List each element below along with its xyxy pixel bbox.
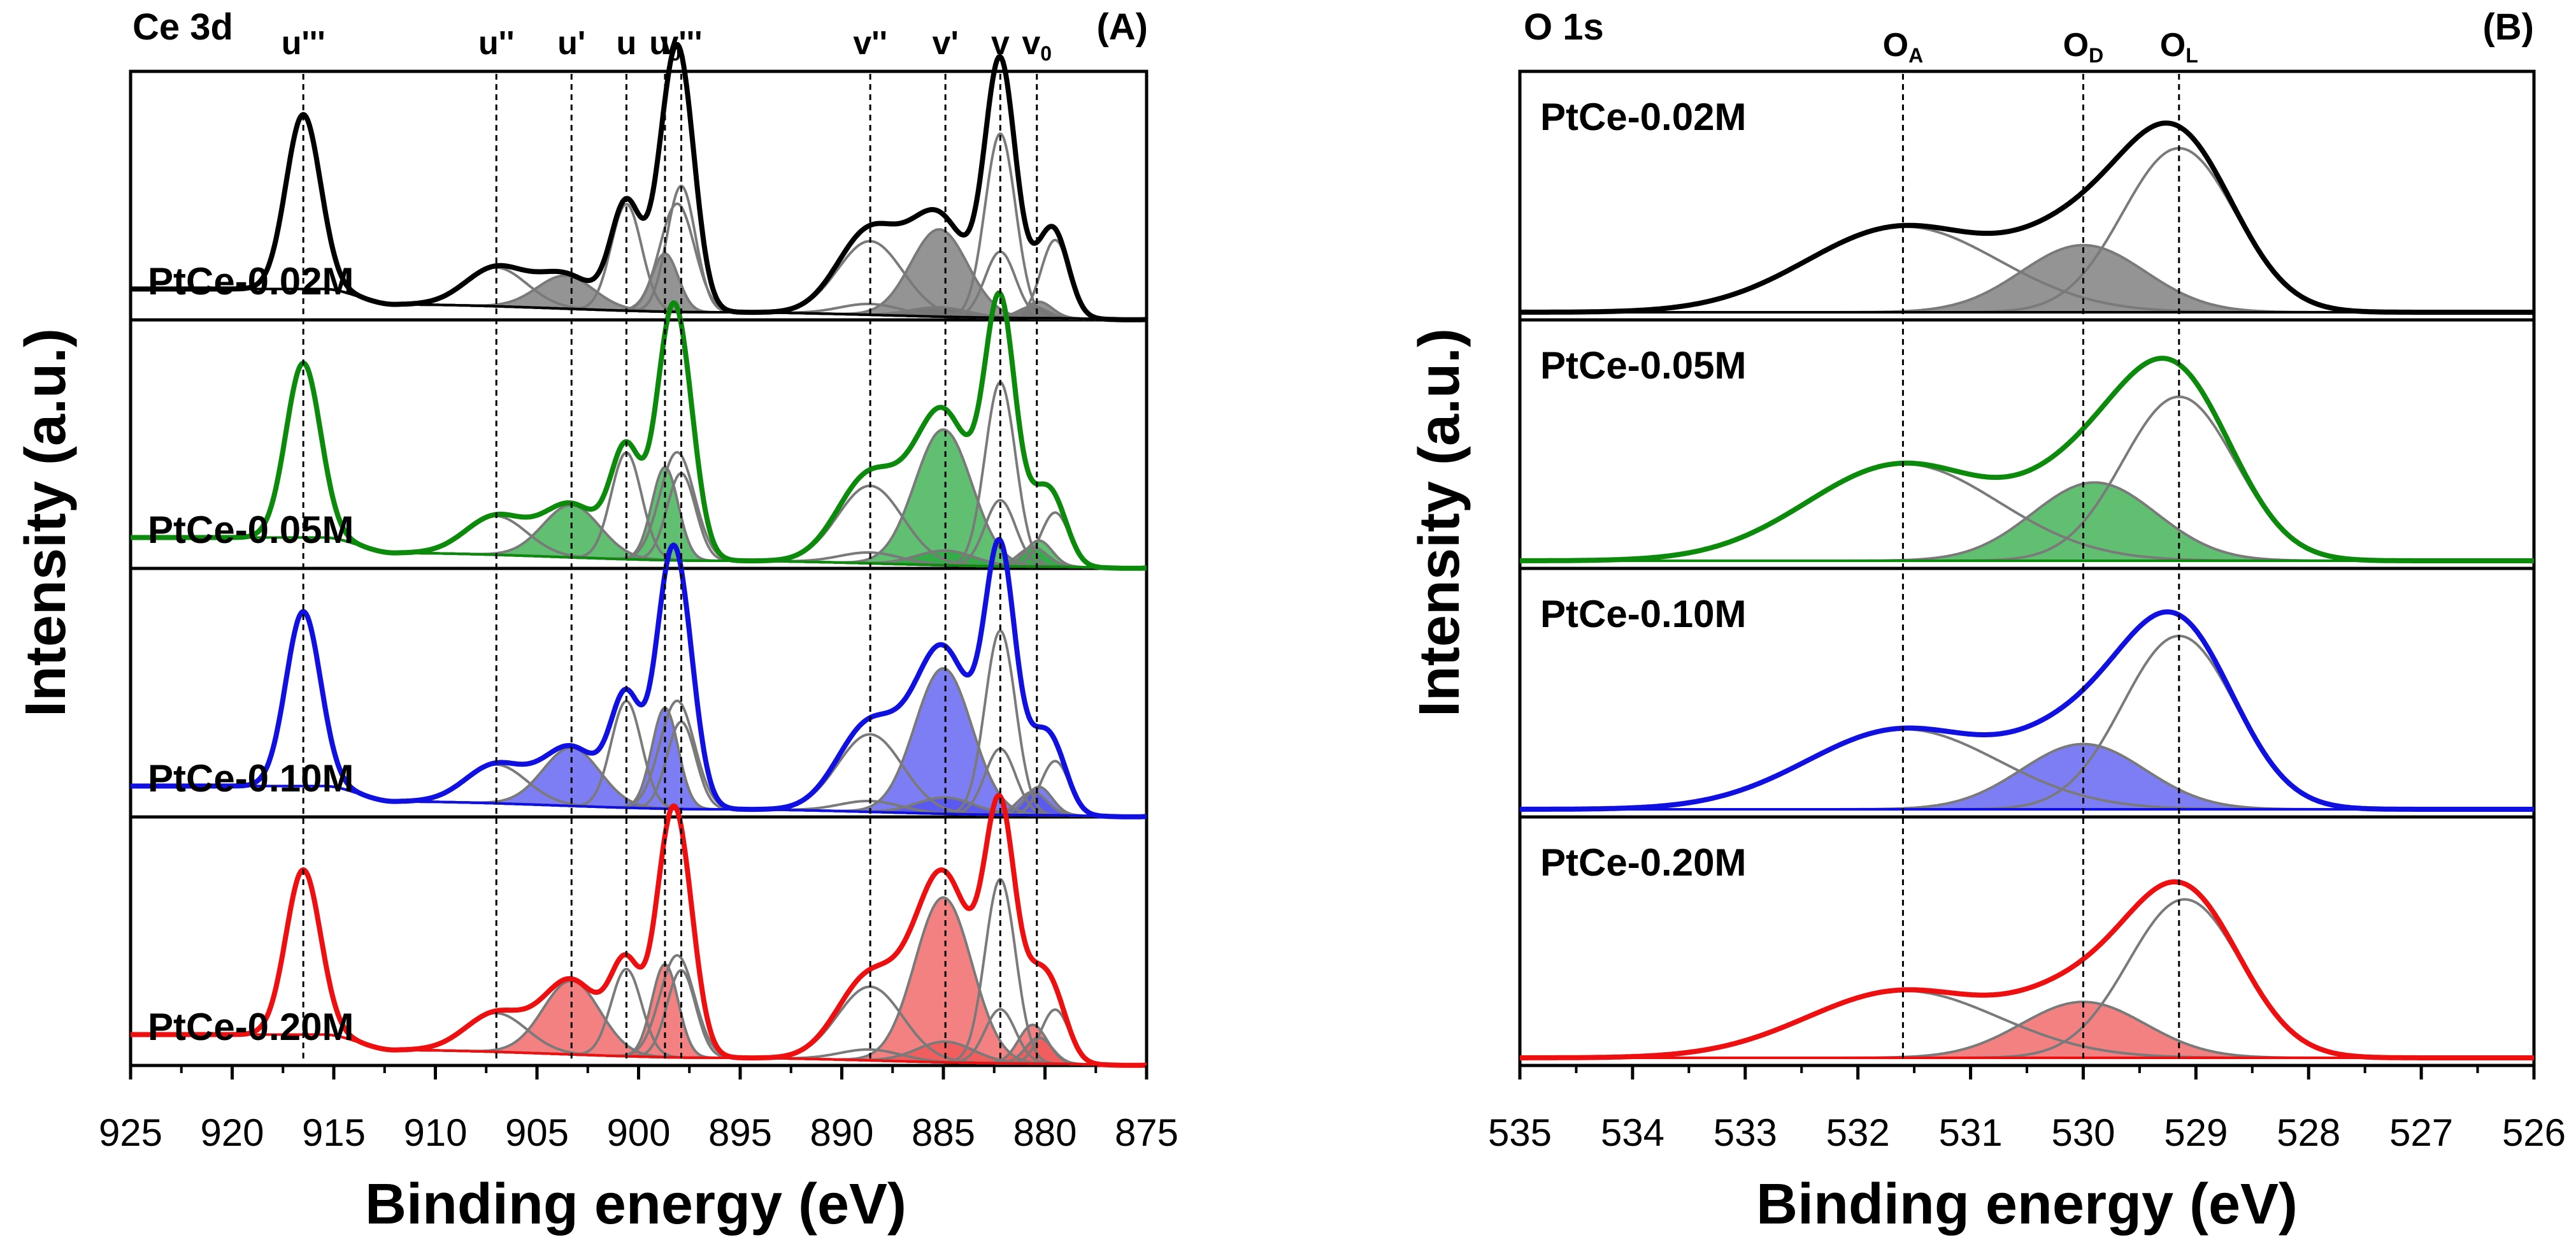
peak-label-v: v''	[853, 25, 887, 62]
background-line	[131, 287, 1147, 322]
x-tick-label: 531	[1939, 1111, 2003, 1154]
series-ptce-0-10m: PtCe-0.10M	[1519, 593, 2535, 812]
shaded-component-v	[131, 229, 1147, 321]
series-label: PtCe-0.02M	[148, 260, 354, 303]
series-label: PtCe-0.10M	[1540, 593, 1746, 635]
panel-a-x-ticks: 925 920 915 910 905 900 895 890 885 880 875	[99, 1065, 1178, 1154]
peak-label-od: OD	[2063, 27, 2104, 67]
panel-a-spectra: PtCe-0.02M PtCe-0.05M PtCe-0.10M PtCe-0.20M	[129, 41, 1148, 1068]
panel-b-o1s: PtCe-0.02M PtCe-0.05M PtCe-0.10M PtCe-0.20M…	[1408, 6, 2566, 1236]
panel-b-spectra: PtCe-0.02M PtCe-0.05M PtCe-0.10M PtCe-0.20M	[1519, 96, 2535, 1060]
shaded-component-v	[131, 430, 1147, 569]
series-label: PtCe-0.20M	[148, 1006, 354, 1048]
series-label: PtCe-0.20M	[1540, 841, 1746, 884]
x-tick-label: 533	[1714, 1111, 1777, 1154]
series-ptce-0-05m: PtCe-0.05M	[129, 290, 1148, 571]
panel-a-ce3d: PtCe-0.02M PtCe-0.05M PtCe-0.10M PtCe-0.20M…	[14, 6, 1178, 1236]
peak-label-u: u	[616, 25, 636, 62]
panel-b-x-ticks: 535 534 533 532 531 530 529 528 527 526	[1488, 1065, 2566, 1154]
x-tick-label: 534	[1601, 1111, 1664, 1154]
x-tick-label: 530	[2051, 1111, 2115, 1154]
peak-label-subscript: D	[2089, 44, 2103, 67]
panel-b-title: O 1s	[1524, 6, 1604, 48]
x-tick-label: 900	[606, 1111, 670, 1154]
background-line	[131, 784, 1147, 819]
envelope-line	[129, 537, 1148, 819]
x-tick-label: 880	[1013, 1111, 1077, 1154]
series-label: PtCe-0.05M	[148, 509, 354, 551]
envelope-line	[1519, 879, 2535, 1060]
series-label: PtCe-0.02M	[1540, 96, 1746, 138]
panel-a-peak-labels: u''' u'' u' u u0v''' v'' v' v v0	[282, 25, 1052, 65]
peak-label-v: v'	[933, 25, 959, 62]
envelope-line	[129, 793, 1148, 1068]
x-tick-label: 526	[2502, 1111, 2566, 1154]
x-tick-label: 529	[2164, 1111, 2228, 1154]
envelope-line	[1519, 356, 2535, 563]
x-tick-label: 920	[200, 1111, 264, 1154]
panel-b-reference-lines	[1901, 74, 2180, 1063]
series-label: PtCe-0.05M	[1540, 344, 1746, 387]
peak-label-subscript: 0	[669, 42, 681, 65]
shaded-component-v	[131, 668, 1147, 818]
shaded-component-od	[1520, 482, 2534, 561]
envelope-line	[1519, 120, 2535, 315]
background-line	[131, 536, 1147, 570]
series-ptce-0-20m: PtCe-0.20M	[1519, 841, 2535, 1060]
x-tick-label: 890	[810, 1111, 873, 1154]
peak-label-subscript: L	[2186, 44, 2198, 67]
panel-b-x-axis-title: Binding energy (eV)	[1756, 1173, 2298, 1236]
peak-label-subscript: A	[1908, 44, 1923, 67]
x-tick-label: 925	[99, 1111, 162, 1154]
shaded-component-od	[1520, 744, 2534, 809]
series-label: PtCe-0.10M	[148, 757, 354, 800]
x-tick-label: 875	[1115, 1111, 1178, 1154]
envelope-line	[129, 41, 1148, 322]
panel-a-label: (A)	[1096, 6, 1148, 48]
panel-a-title: Ce 3d	[132, 6, 233, 48]
x-tick-label: 905	[505, 1111, 569, 1154]
x-tick-label: 535	[1488, 1111, 1552, 1154]
panel-b-y-axis-title: Intensity (a.u.)	[1408, 328, 1471, 717]
peak-label-subscript: 0	[1040, 42, 1052, 65]
panel-a-y-axis-title: Intensity (a.u.)	[14, 328, 78, 717]
x-tick-label: 910	[403, 1111, 467, 1154]
peak-label-u: u'''	[282, 25, 326, 62]
peak-label-v: v'''	[660, 25, 702, 62]
series-ptce-0-20m: PtCe-0.20M	[129, 793, 1148, 1068]
peak-label-u: u'	[557, 25, 585, 62]
panel-a-x-axis-title: Binding energy (eV)	[365, 1173, 906, 1236]
series-ptce-0-10m: PtCe-0.10M	[129, 537, 1148, 819]
envelope-line	[129, 290, 1148, 571]
peak-label-v: v	[991, 25, 1010, 62]
shaded-component-od	[1520, 245, 2534, 312]
envelope-line	[1519, 609, 2535, 812]
background-line	[131, 1033, 1147, 1067]
x-tick-label: 528	[2277, 1111, 2340, 1154]
panel-b-label: (B)	[2482, 6, 2534, 48]
x-tick-label: 895	[708, 1111, 772, 1154]
shaded-component-v	[131, 897, 1147, 1066]
panel-a-reference-lines	[302, 74, 1038, 1063]
x-tick-label: 527	[2389, 1111, 2453, 1154]
x-tick-label: 532	[1826, 1111, 1890, 1154]
peak-label-u: u''	[478, 25, 515, 62]
series-ptce-0-02m: PtCe-0.02M	[1519, 96, 2535, 315]
x-tick-label: 915	[302, 1111, 366, 1154]
series-ptce-0-02m: PtCe-0.02M	[129, 41, 1148, 322]
series-ptce-0-05m: PtCe-0.05M	[1519, 344, 2535, 563]
x-tick-label: 885	[912, 1111, 975, 1154]
